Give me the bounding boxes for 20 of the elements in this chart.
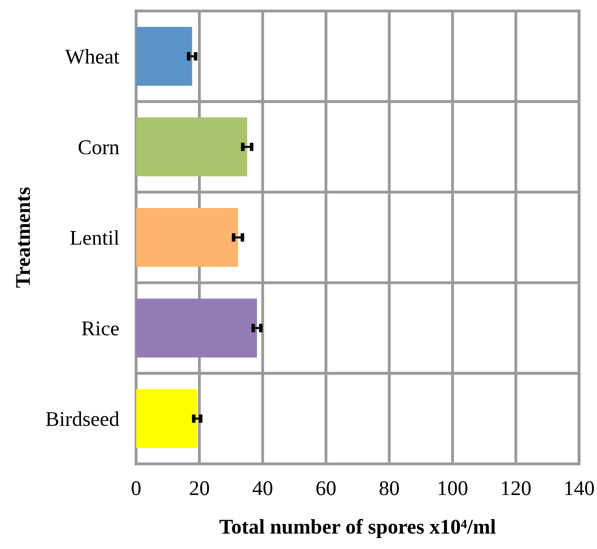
x-tick-label: 40 [252,481,272,496]
x-tick-label: 140 [565,481,594,496]
y-tick-label: Corn [78,140,120,154]
y-tick-label: Rice [82,321,119,336]
bar [136,117,248,176]
x-tick-label: 120 [502,481,531,496]
x-tick-label: 60 [316,481,336,496]
x-tick-label: 0 [132,481,141,496]
bar [136,389,198,448]
bar [136,298,257,358]
x-axis-title: Total number of spores x10⁴/ml [220,518,496,538]
y-tick-label: Birdseed [46,411,120,426]
bar [136,208,238,267]
x-tick-label: 20 [190,481,210,496]
y-tick-label: Lentil [70,230,120,245]
y-tick-label: Wheat [65,49,120,64]
y-axis-title: Treatments [16,187,30,288]
x-tick-label: 100 [438,481,468,496]
bar [136,26,192,86]
x-tick-label: 80 [380,481,399,496]
